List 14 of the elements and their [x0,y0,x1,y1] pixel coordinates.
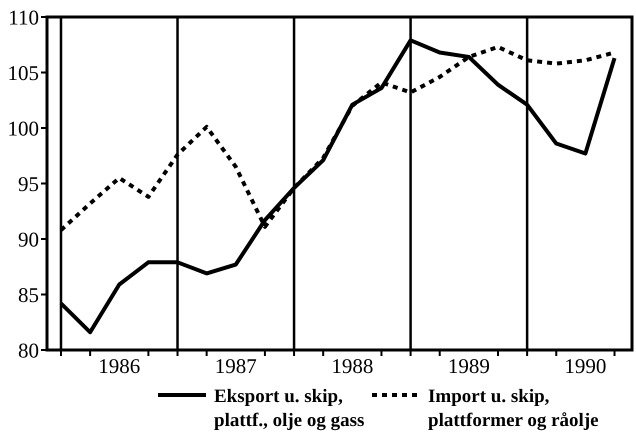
y-tick-label: 110 [8,5,39,30]
x-tick-label: 1989 [448,354,490,378]
y-tick-label: 90 [18,227,39,252]
legend-label: Import u. skip, plattformer og råolje [428,386,599,431]
x-tick-label: 1988 [331,354,374,378]
legend-label: Eksport u. skip, plattf., olje og gass [214,386,364,431]
y-tick-label: 85 [18,282,39,307]
x-tick-label: 1987 [214,354,257,378]
y-tick-label: 95 [18,172,39,196]
x-tick-label: 1986 [98,354,140,378]
y-tick-label: 80 [18,338,39,362]
y-tick-label: 100 [8,116,39,140]
y-tick-label: 105 [8,60,39,85]
x-tick-label: 1990 [564,354,606,378]
